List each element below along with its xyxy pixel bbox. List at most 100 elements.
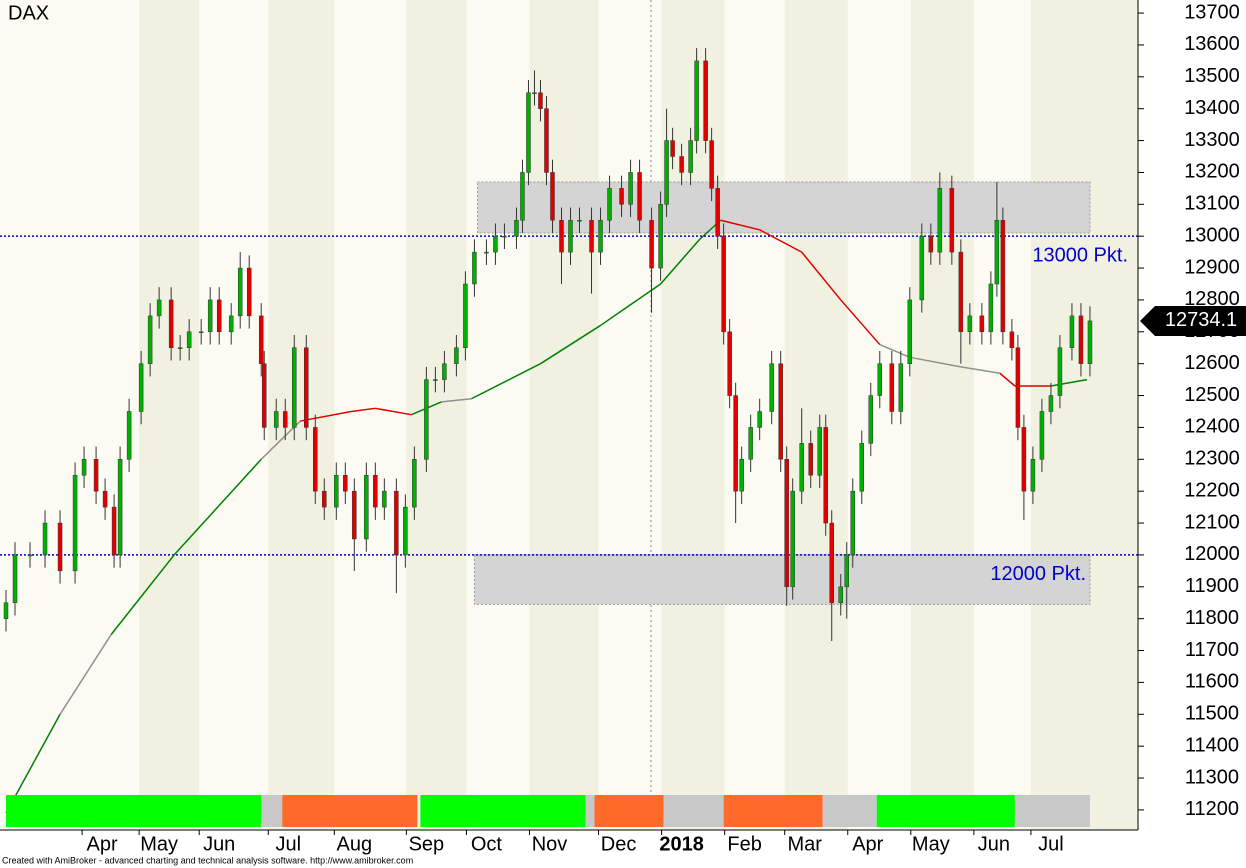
last-price-tag — [1140, 305, 1246, 336]
candle-body — [694, 60, 699, 141]
y-tick-label: 12500 — [1184, 384, 1240, 406]
y-tick-label: 12400 — [1184, 416, 1240, 438]
y-tick-label: 12200 — [1184, 479, 1240, 501]
candle-body — [442, 363, 447, 380]
candle-body — [658, 204, 663, 269]
level-label: 12000 Pkt. — [990, 563, 1086, 585]
candle-body — [304, 347, 309, 428]
candle-body — [727, 331, 732, 396]
candle-body — [156, 299, 162, 317]
month-stripe — [784, 0, 848, 830]
regime-segment — [261, 795, 283, 827]
candle-body — [748, 427, 753, 460]
y-tick-label: 13600 — [1184, 33, 1240, 55]
candle-body — [850, 490, 855, 556]
candle-body — [42, 522, 48, 556]
candle-body — [1009, 331, 1015, 348]
month-stripe — [139, 0, 200, 830]
x-tick-label: Jul — [275, 833, 301, 855]
moving-average — [441, 397, 472, 403]
candle-body — [493, 235, 498, 253]
candle-body — [207, 299, 213, 333]
candle-body — [619, 188, 624, 205]
y-tick-label: 11800 — [1185, 607, 1239, 629]
candle-body — [1030, 459, 1036, 492]
candle-body — [228, 315, 234, 333]
moving-average — [471, 363, 541, 400]
x-tick-label: Sep — [409, 833, 445, 855]
candle-body — [589, 219, 594, 253]
candle-body — [373, 474, 378, 508]
candle-body — [126, 411, 132, 460]
x-tick-label: Nov — [532, 833, 568, 855]
candle-body — [598, 219, 603, 253]
candle-body — [102, 490, 108, 508]
candle-body — [1021, 427, 1027, 492]
candle-body — [520, 172, 525, 221]
candle-body — [322, 490, 327, 508]
candle-body — [1000, 219, 1006, 333]
y-tick-label: 13000 — [1184, 224, 1240, 246]
month-stripe — [529, 0, 599, 830]
candle-body — [111, 506, 117, 556]
candle-body — [739, 459, 744, 492]
candle-body — [1048, 395, 1054, 412]
candle-body — [292, 347, 297, 428]
candle-body — [649, 219, 654, 269]
candle-body — [394, 490, 399, 556]
candle-body — [1087, 320, 1093, 364]
y-tick-label: 13500 — [1184, 65, 1240, 87]
candle-body — [258, 315, 264, 364]
x-tick-label: Apr — [87, 833, 118, 855]
candle-body — [502, 235, 507, 238]
candle-body — [958, 251, 964, 333]
candle-body — [117, 459, 123, 556]
candle-body — [877, 363, 883, 396]
candle-body — [27, 554, 33, 557]
candle-body — [1078, 315, 1084, 364]
month-stripe — [268, 0, 335, 830]
candle-body — [709, 140, 714, 189]
candle-body — [988, 283, 994, 333]
x-tick-label: Jun — [978, 833, 1010, 855]
candle-body — [72, 474, 78, 572]
candle-body — [334, 474, 339, 508]
candle-body — [147, 315, 153, 364]
moving-average — [110, 554, 175, 636]
footer: Created with AmiBroker - advanced charti… — [2, 855, 413, 865]
month-stripe — [910, 0, 974, 830]
y-tick-label: 12100 — [1184, 511, 1240, 533]
candle-body — [721, 235, 726, 333]
candle-body — [823, 427, 828, 524]
candle-body — [859, 443, 865, 492]
candle-body — [12, 554, 18, 603]
candle-body — [808, 443, 813, 476]
candle-body — [544, 108, 549, 173]
y-tick-label: 13300 — [1184, 129, 1240, 151]
candle-body — [778, 363, 783, 460]
candle-body — [424, 379, 429, 460]
month-stripe — [661, 0, 725, 830]
moving-average — [59, 634, 112, 715]
candle-body — [364, 474, 369, 540]
y-tick-label: 13200 — [1184, 161, 1240, 183]
month-stripe — [1030, 0, 1138, 830]
candle-body — [868, 395, 874, 444]
last-price-label: 12734.1 — [1165, 309, 1237, 331]
candle-body — [838, 586, 843, 603]
regime-segment — [594, 795, 664, 827]
candle-body — [679, 156, 684, 173]
candle-body — [715, 188, 720, 237]
candle-body — [670, 140, 675, 157]
candle-body — [568, 219, 573, 253]
candle-body — [550, 172, 555, 221]
level-label: 13000 Pkt. — [1032, 244, 1128, 266]
y-tick-label: 11900 — [1185, 575, 1239, 597]
candle-body — [607, 188, 612, 221]
x-tick-label: 2018 — [659, 833, 704, 855]
chart-title: DAX — [8, 2, 49, 24]
candle-body — [514, 219, 519, 237]
candle-body — [577, 219, 582, 222]
candle-body — [382, 490, 387, 508]
